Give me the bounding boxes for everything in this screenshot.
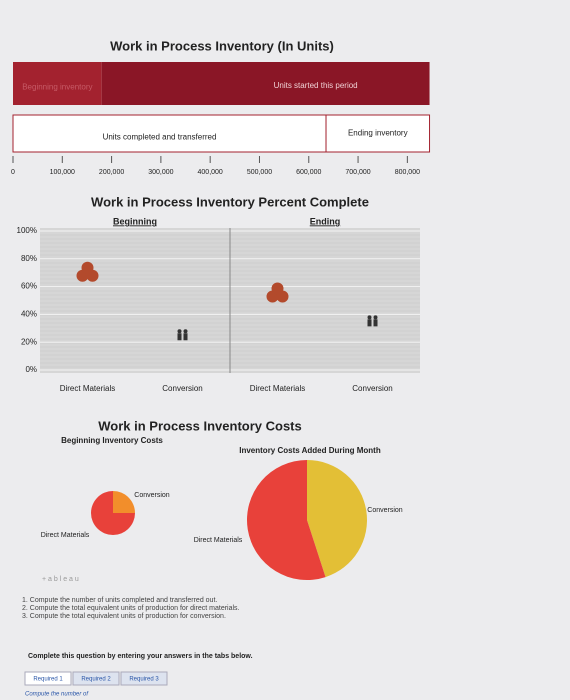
segment-label: Units completed and transferred xyxy=(103,133,217,142)
pie-slice xyxy=(247,460,326,580)
chart-title: Work in Process Inventory Percent Comple… xyxy=(91,194,369,209)
x-tick-label: 0 xyxy=(11,169,15,176)
group-label: Ending xyxy=(310,216,341,226)
marker-part xyxy=(367,319,372,327)
y-tick-label: 80% xyxy=(21,254,37,263)
group-label: Beginning xyxy=(113,216,157,226)
x-tick-label: 400,000 xyxy=(198,169,223,176)
marker xyxy=(367,315,378,327)
tab-label: Required 3 xyxy=(129,677,159,683)
marker-part xyxy=(183,329,188,334)
x-tick-label: 200,000 xyxy=(99,169,124,176)
x-tick-label: 300,000 xyxy=(148,169,173,176)
pie-title: Inventory Costs Added During Month xyxy=(239,446,381,455)
marker-part xyxy=(177,333,182,341)
marker-part xyxy=(373,315,378,320)
marker-part xyxy=(81,261,94,274)
tab xyxy=(24,671,72,686)
tab-label: Required 2 xyxy=(81,677,111,683)
segment-label: Units started this period xyxy=(274,81,358,90)
x-tick-label: Direct Materials xyxy=(60,384,116,393)
logo: + a b l e a u xyxy=(42,576,79,583)
slice-label: Direct Materials xyxy=(41,532,90,539)
tab xyxy=(72,671,120,686)
bar-segment xyxy=(12,114,327,153)
segment-label: Beginning inventory xyxy=(22,83,92,92)
x-tick-label: Conversion xyxy=(162,384,202,393)
x-tick-label: 500,000 xyxy=(247,169,272,176)
y-tick-label: 40% xyxy=(21,310,37,319)
x-tick-label: 800,000 xyxy=(395,169,420,176)
marker-part xyxy=(183,333,188,341)
pie-title: Beginning Inventory Costs xyxy=(61,436,163,445)
marker xyxy=(177,329,188,341)
bar-segment xyxy=(325,114,431,153)
marker-part xyxy=(373,319,378,327)
prompt: Complete this question by entering your … xyxy=(28,653,253,660)
marker-part xyxy=(271,282,284,295)
x-tick-label: 600,000 xyxy=(296,169,321,176)
instruction: 1. Compute the number of units completed… xyxy=(22,597,217,604)
x-tick-label: Conversion xyxy=(352,384,392,393)
marker-part xyxy=(177,329,182,334)
chart-title: Work in Process Inventory Costs xyxy=(98,418,302,433)
slice-label: Conversion xyxy=(134,492,170,499)
marker-part xyxy=(367,315,372,320)
chart-title: Work in Process Inventory (In Units) xyxy=(110,38,334,53)
y-tick-label: 100% xyxy=(17,226,37,235)
x-tick-label: Direct Materials xyxy=(250,384,306,393)
y-tick-label: 0% xyxy=(25,365,37,374)
pie-slice xyxy=(307,460,368,578)
x-tick-label: 700,000 xyxy=(345,169,370,176)
x-tick-label: 100,000 xyxy=(50,169,75,176)
segment-label: Ending inventory xyxy=(348,129,408,138)
y-tick-label: 60% xyxy=(21,282,37,291)
y-tick-label: 20% xyxy=(21,337,37,346)
bar-segment xyxy=(101,62,430,105)
slice-label: Direct Materials xyxy=(194,537,243,544)
pie-slice xyxy=(113,491,135,513)
footer: Compute the number of xyxy=(25,692,89,698)
instruction: 2. Compute the total equivalent units of… xyxy=(22,605,240,612)
tab-label: Required 1 xyxy=(33,677,63,683)
instruction: 3. Compute the total equivalent units of… xyxy=(22,613,226,620)
marker xyxy=(76,261,99,282)
marker xyxy=(266,282,289,303)
tab xyxy=(120,671,168,686)
bar-segment xyxy=(13,62,102,105)
pie-slice xyxy=(91,491,135,535)
slice-label: Conversion xyxy=(367,507,403,514)
